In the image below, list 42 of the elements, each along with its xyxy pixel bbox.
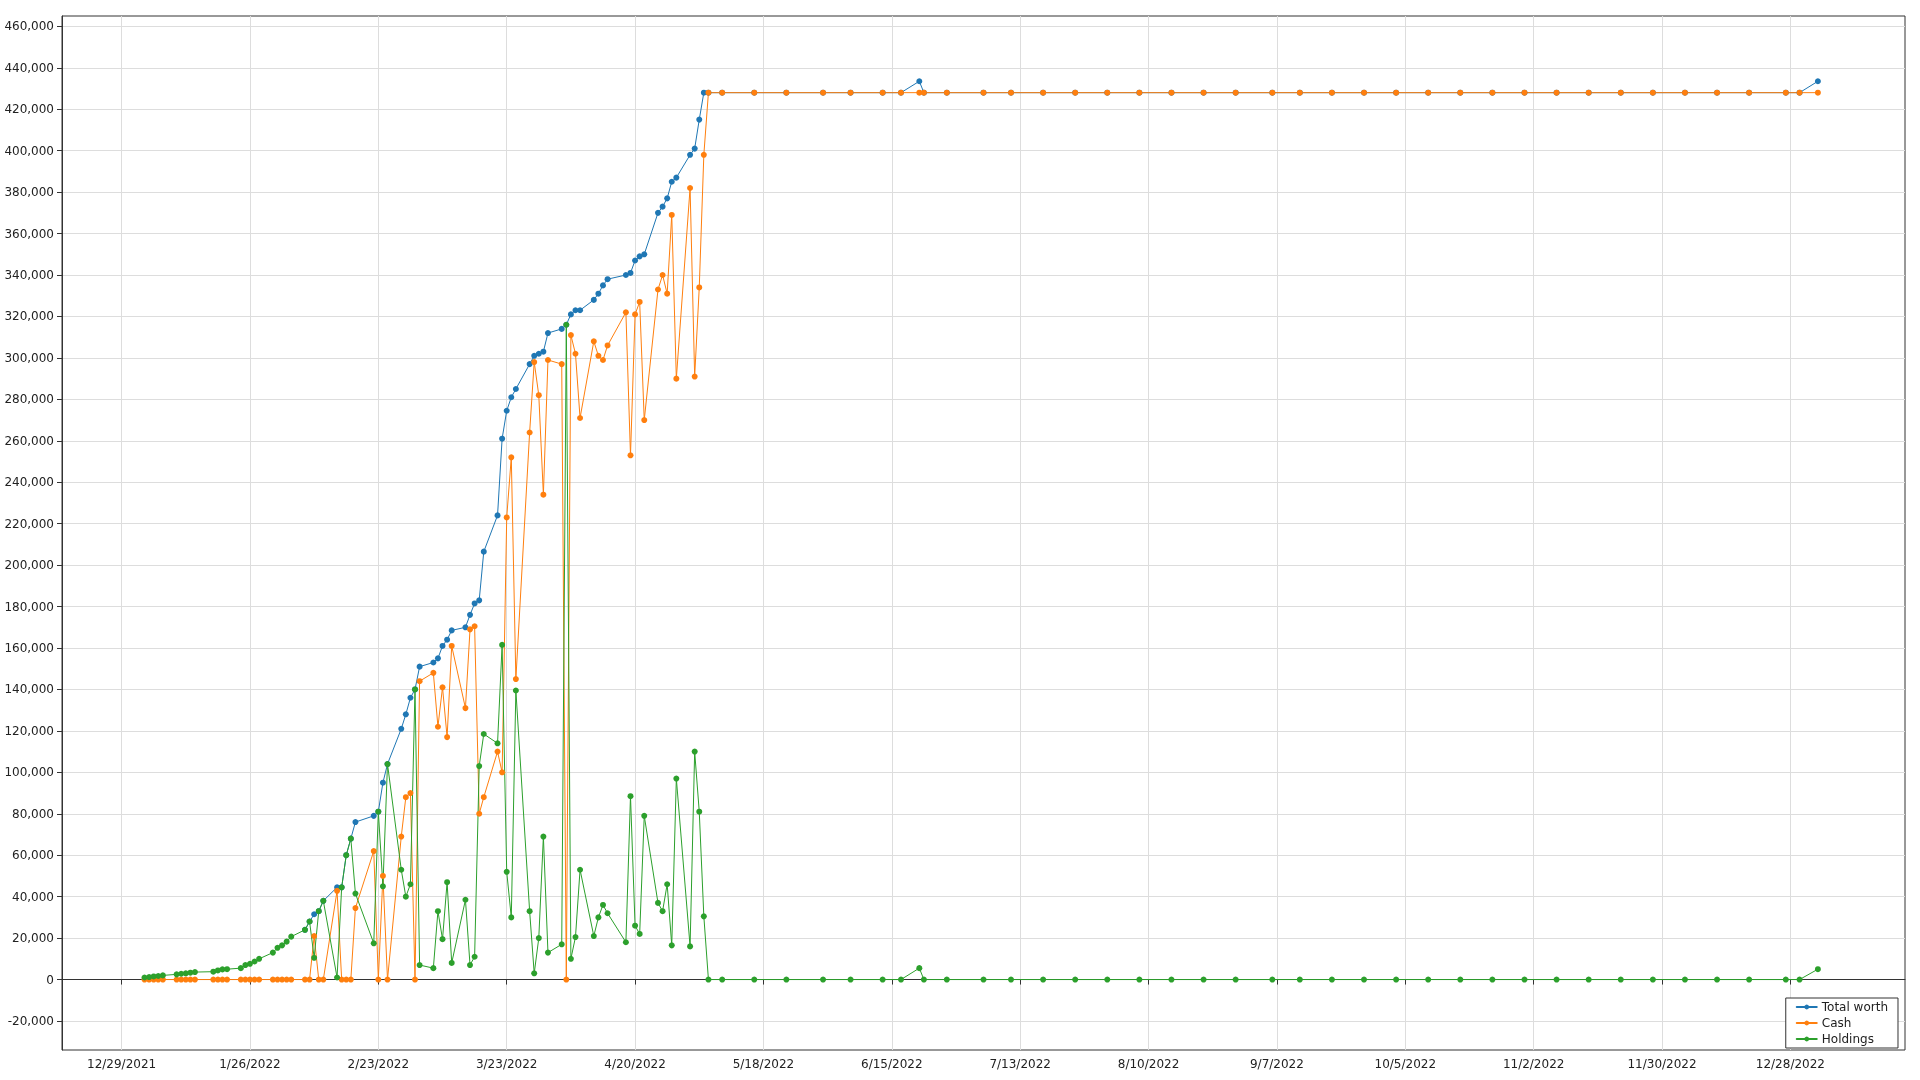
y-tick-label: 40,000	[12, 889, 54, 904]
x-tick-label: 7/13/2022	[989, 1057, 1051, 1071]
legend-label: Holdings	[1821, 1032, 1874, 1046]
x-tick-label: 11/30/2022	[1627, 1057, 1697, 1071]
y-tick-label: 260,000	[4, 433, 54, 448]
y-tick-label: 440,000	[4, 60, 54, 75]
y-tick-label: 300,000	[4, 350, 54, 365]
y-tick-label: 420,000	[4, 102, 54, 117]
x-tick-label: 6/15/2022	[861, 1057, 923, 1071]
legend-label: Cash	[1821, 1016, 1852, 1030]
x-tick-label: 9/7/2022	[1249, 1057, 1304, 1071]
x-tick-label: 8/10/2022	[1117, 1057, 1180, 1071]
y-tick-label: 80,000	[12, 806, 54, 821]
x-tick-label: 12/29/2021	[87, 1057, 157, 1071]
y-tick-label: 240,000	[4, 475, 54, 490]
y-tick-label: 200,000	[4, 558, 54, 573]
y-tick-label: 400,000	[4, 143, 54, 158]
y-tick-label: 20,000	[12, 931, 54, 946]
y-tick-label: 460,000	[4, 19, 54, 34]
y-tick-label: 0	[46, 972, 54, 987]
y-tick-label: 280,000	[4, 392, 54, 407]
x-tick-label: 2/23/2022	[347, 1057, 410, 1071]
y-tick-label: 220,000	[4, 516, 54, 531]
x-tick-label: 4/20/2022	[604, 1057, 666, 1071]
y-tick-label: 380,000	[4, 185, 54, 200]
legend-label: Total worth	[1820, 1000, 1889, 1014]
y-tick-label: -20,000	[7, 1013, 54, 1028]
x-tick-label: 10/5/2022	[1374, 1057, 1437, 1071]
y-tick-label: 340,000	[4, 268, 54, 283]
x-tick-label: 11/2/2022	[1502, 1057, 1565, 1071]
x-tick-label: 3/23/2022	[475, 1057, 538, 1071]
y-tick-label: 60,000	[12, 848, 54, 863]
y-tick-label: 320,000	[4, 309, 54, 324]
x-tick-label: 5/18/2022	[732, 1057, 795, 1071]
x-tick-label: 1/26/2022	[219, 1057, 281, 1071]
y-tick-label: 140,000	[4, 682, 54, 697]
y-tick-label: 180,000	[4, 599, 54, 614]
y-tick-label: 100,000	[4, 765, 54, 780]
y-tick-label: 160,000	[4, 641, 54, 655]
y-tick-label: 360,000	[4, 226, 54, 241]
y-tick-label: 120,000	[4, 723, 54, 738]
x-tick-label: 12/28/2022	[1755, 1057, 1825, 1071]
